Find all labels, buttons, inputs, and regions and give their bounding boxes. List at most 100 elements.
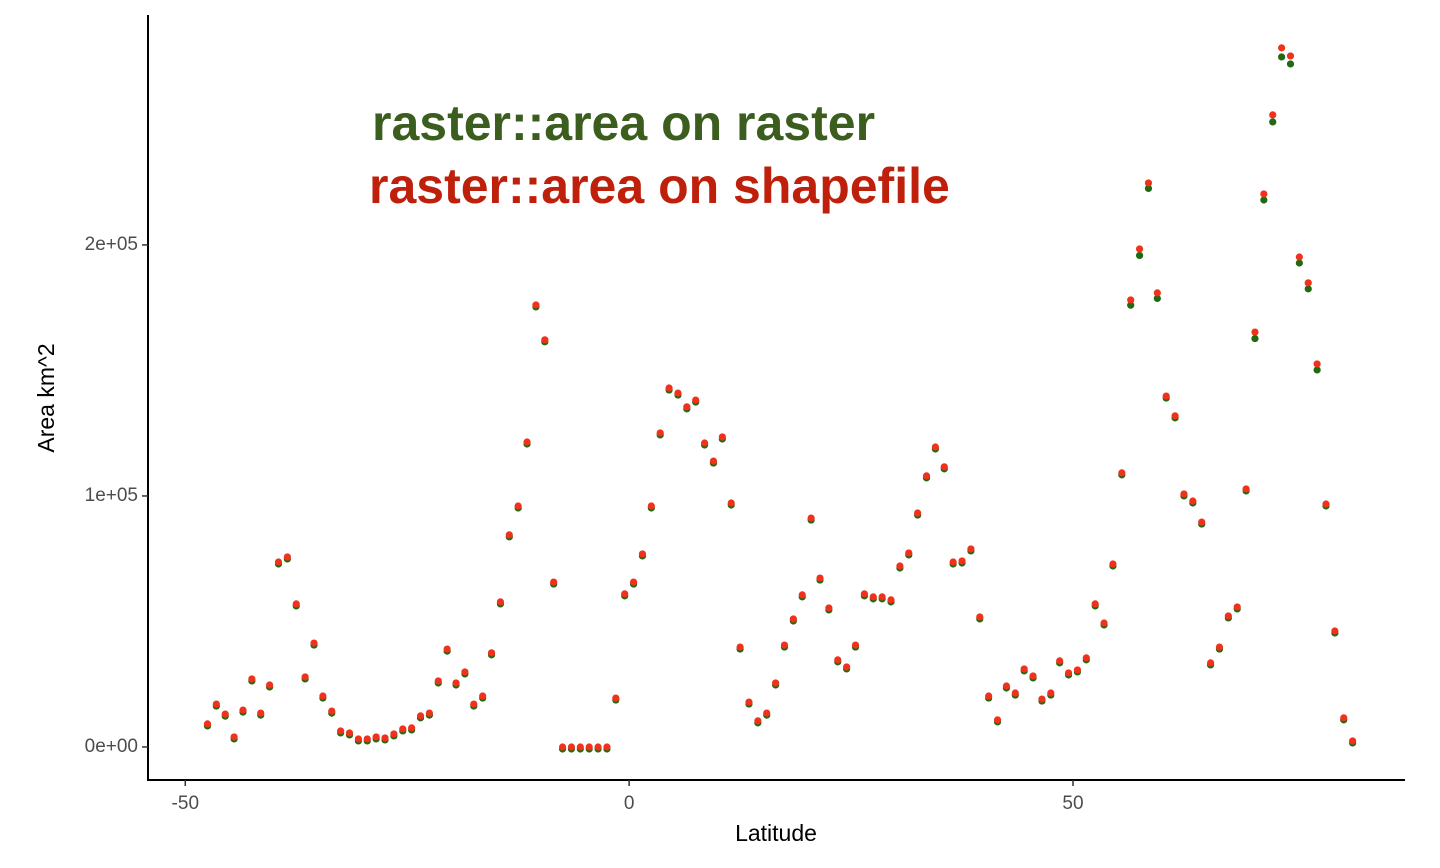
y-axis-title: Area km^2: [33, 343, 59, 452]
data-point: [1127, 296, 1135, 304]
data-point: [1189, 497, 1197, 505]
data-point: [1349, 737, 1357, 745]
data-point: [532, 301, 540, 309]
data-point: [1064, 669, 1073, 677]
data-point: [1082, 654, 1090, 662]
data-point: [1162, 392, 1170, 400]
data-point: [1153, 294, 1161, 302]
legend-label: raster::area on shapefile: [369, 158, 950, 214]
data-point: [1278, 44, 1286, 52]
data-point: [958, 557, 966, 565]
x-tick-label: 0: [624, 793, 635, 814]
data-point: [354, 735, 362, 743]
data-point: [976, 613, 984, 621]
data-point: [1278, 53, 1286, 61]
data-point: [914, 509, 922, 517]
data-point: [461, 668, 469, 676]
data-point: [1313, 360, 1321, 368]
data-point: [550, 578, 558, 586]
data-point: [434, 677, 442, 685]
data-point: [709, 457, 718, 465]
data-point: [1144, 179, 1153, 187]
data-point: [1260, 190, 1268, 198]
data-point: [1215, 643, 1224, 651]
data-point: [381, 734, 389, 742]
data-point: [1242, 485, 1250, 493]
data-point: [949, 558, 957, 566]
data-point: [887, 596, 895, 604]
data-point: [798, 591, 806, 599]
data-point: [1295, 259, 1303, 267]
y-tick-label: 1e+05: [85, 485, 138, 506]
data-point: [1180, 490, 1188, 498]
data-point: [558, 743, 567, 751]
data-point: [656, 429, 664, 437]
data-point: [310, 639, 318, 647]
data-point: [257, 709, 265, 717]
y-tick-label: 0e+00: [85, 736, 138, 757]
data-point: [576, 743, 584, 751]
data-point: [789, 615, 797, 623]
data-point: [283, 553, 291, 561]
data-point: [718, 433, 726, 441]
data-point: [1056, 657, 1064, 665]
data-point: [700, 439, 709, 447]
data-point: [772, 679, 780, 687]
data-point: [905, 549, 913, 557]
y-tick-label: 2e+05: [85, 234, 138, 255]
data-point: [425, 709, 434, 717]
data-point: [985, 692, 993, 700]
data-point: [585, 743, 593, 751]
data-point: [1038, 695, 1046, 703]
data-point: [239, 706, 247, 714]
data-point: [621, 590, 629, 598]
data-point: [1251, 334, 1259, 343]
data-point: [1011, 689, 1019, 697]
data-point: [523, 438, 531, 446]
data-point: [745, 698, 753, 706]
data-point: [1340, 714, 1348, 722]
data-point: [567, 743, 576, 751]
data-point: [1091, 600, 1099, 608]
data-point: [940, 463, 948, 471]
data-point: [931, 443, 940, 451]
data-point: [807, 514, 815, 522]
data-point: [1135, 245, 1144, 253]
data-point: [692, 396, 700, 404]
data-point: [203, 720, 212, 728]
data-point: [674, 389, 682, 397]
data-point: [1269, 118, 1277, 126]
data-point: [1073, 666, 1082, 674]
data-point: [390, 730, 398, 738]
data-point: [1100, 619, 1108, 627]
data-point: [541, 336, 549, 344]
data-point: [603, 743, 611, 751]
data-point: [452, 679, 460, 687]
data-point: [514, 502, 522, 510]
data-point: [301, 673, 309, 681]
data-point: [1109, 560, 1117, 568]
data-point: [1029, 672, 1037, 680]
data-point: [1020, 665, 1028, 673]
data-point: [416, 712, 425, 720]
data-point: [763, 709, 771, 717]
data-point: [1206, 659, 1215, 667]
data-point: [1322, 500, 1330, 508]
data-point: [851, 641, 860, 649]
data-point: [319, 692, 327, 700]
data-point: [780, 641, 789, 649]
data-point: [594, 743, 602, 751]
data-point: [443, 645, 451, 653]
data-point: [496, 598, 505, 606]
data-point: [1224, 612, 1232, 620]
data-point: [1286, 52, 1295, 60]
data-point: [1331, 627, 1339, 635]
data-point: [993, 716, 1002, 724]
data-point: [816, 574, 824, 582]
x-tick-label: 50: [1062, 793, 1083, 814]
x-axis-title: Latitude: [735, 820, 817, 846]
data-point: [1198, 518, 1206, 526]
data-point: [1260, 196, 1268, 204]
data-point: [1047, 689, 1055, 697]
